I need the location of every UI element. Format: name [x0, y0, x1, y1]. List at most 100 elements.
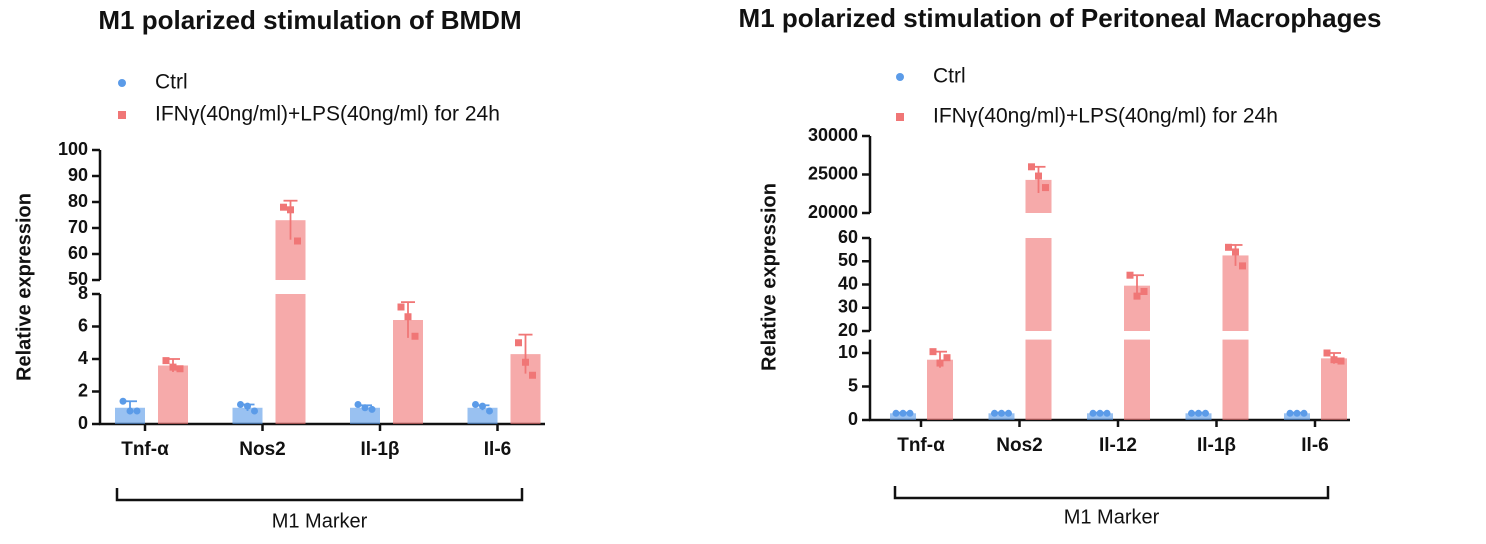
- data-point: [906, 409, 914, 417]
- x-tick-label: Il-1β: [360, 439, 399, 460]
- data-point: [1126, 271, 1134, 279]
- data-point: [936, 359, 944, 367]
- legend-marker: [118, 111, 126, 119]
- x-bracket: [115, 488, 524, 502]
- bar: [1025, 339, 1052, 420]
- data-point: [294, 237, 301, 245]
- data-point: [1188, 409, 1195, 417]
- data-point: [929, 348, 937, 356]
- data-point: [529, 371, 536, 379]
- y-tick-label: 60: [68, 243, 88, 263]
- bar: [158, 365, 188, 424]
- data-point: [1028, 163, 1035, 171]
- bar: [1124, 339, 1150, 420]
- data-point: [991, 409, 998, 417]
- y-tick-label: 60: [838, 227, 858, 247]
- data-point: [1089, 409, 1097, 417]
- data-point: [1232, 248, 1239, 256]
- data-point: [1096, 409, 1104, 417]
- x-tick-label: Il-6: [1301, 435, 1328, 456]
- data-point: [280, 203, 287, 211]
- y-tick-label: 20: [838, 320, 858, 340]
- y-axis-label: Relative expression: [758, 183, 780, 371]
- y-tick-label: 30: [838, 297, 858, 317]
- bar: [1222, 339, 1249, 420]
- y-tick-label: 6: [78, 315, 88, 335]
- y-axis-label: Relative expression: [13, 193, 35, 381]
- data-point: [1286, 409, 1294, 417]
- data-point: [1293, 409, 1301, 417]
- legend-marker: [896, 113, 904, 121]
- y-tick-label: 90: [68, 165, 88, 185]
- data-point: [479, 402, 486, 410]
- data-point: [1300, 409, 1308, 417]
- data-point: [176, 365, 184, 373]
- data-point: [404, 313, 412, 321]
- data-point: [126, 407, 134, 415]
- bar: [275, 294, 306, 424]
- chart-title: M1 polarized stimulation of Peritoneal M…: [739, 3, 1382, 33]
- data-point: [411, 332, 419, 340]
- x-axis-label: M1 Marker: [1064, 506, 1160, 528]
- data-point: [169, 363, 177, 371]
- data-point: [1337, 357, 1345, 365]
- data-point: [1195, 409, 1202, 417]
- y-tick-label: 50: [838, 250, 858, 270]
- y-tick-label: 2: [78, 380, 88, 400]
- data-point: [1330, 356, 1338, 364]
- y-tick-label: 25000: [808, 163, 858, 183]
- y-tick-label: 30000: [808, 125, 858, 145]
- data-point: [162, 357, 170, 365]
- x-tick-label: Il-1β: [1197, 435, 1236, 456]
- data-point: [998, 409, 1005, 417]
- data-point: [1133, 292, 1141, 300]
- data-point: [522, 358, 529, 366]
- y-tick-label: 70: [68, 217, 88, 237]
- data-point: [287, 206, 294, 214]
- bar: [1025, 238, 1052, 331]
- data-point: [1323, 349, 1331, 357]
- bar: [927, 359, 953, 420]
- x-tick-label: Nos2: [239, 439, 285, 460]
- y-tick-label: 4: [78, 348, 88, 368]
- data-point: [361, 404, 369, 412]
- legend-label: IFNγ(40ng/ml)+LPS(40ng/ml) for 24h: [155, 103, 500, 126]
- data-point: [899, 409, 907, 417]
- x-tick-label: Tnf-α: [121, 439, 169, 460]
- data-point: [237, 401, 244, 408]
- x-bracket: [893, 486, 1330, 500]
- y-tick-label: 0: [78, 413, 88, 433]
- x-tick-label: Tnf-α: [897, 435, 945, 456]
- y-tick-label: 0: [848, 409, 858, 429]
- y-tick-label: 20000: [808, 202, 858, 222]
- legend-label: IFNγ(40ng/ml)+LPS(40ng/ml) for 24h: [933, 105, 1278, 128]
- data-point: [486, 407, 493, 415]
- data-point: [1202, 409, 1209, 417]
- data-point: [892, 409, 900, 417]
- chart-title: M1 polarized stimulation of BMDM: [98, 5, 521, 35]
- data-point: [1103, 409, 1111, 417]
- data-point: [397, 303, 405, 311]
- y-tick-label: 100: [58, 139, 88, 159]
- x-tick-label: Il-12: [1099, 435, 1137, 456]
- data-point: [1042, 184, 1049, 192]
- data-point: [1239, 262, 1246, 270]
- x-tick-label: Il-6: [484, 439, 511, 460]
- bar: [1321, 358, 1347, 420]
- data-point: [943, 354, 951, 362]
- y-tick-label: 5: [848, 375, 858, 395]
- data-point: [251, 407, 258, 415]
- data-point: [244, 402, 251, 410]
- x-axis-label: M1 Marker: [272, 510, 368, 532]
- data-point: [368, 405, 376, 413]
- x-tick-label: Nos2: [996, 435, 1042, 456]
- y-tick-label: 50: [68, 269, 88, 289]
- legend-marker: [118, 79, 126, 87]
- data-point: [1035, 172, 1042, 180]
- data-point: [1225, 243, 1232, 251]
- y-tick-label: 8: [78, 283, 88, 303]
- data-point: [472, 401, 479, 408]
- data-point: [119, 397, 127, 405]
- legend-marker: [896, 73, 904, 81]
